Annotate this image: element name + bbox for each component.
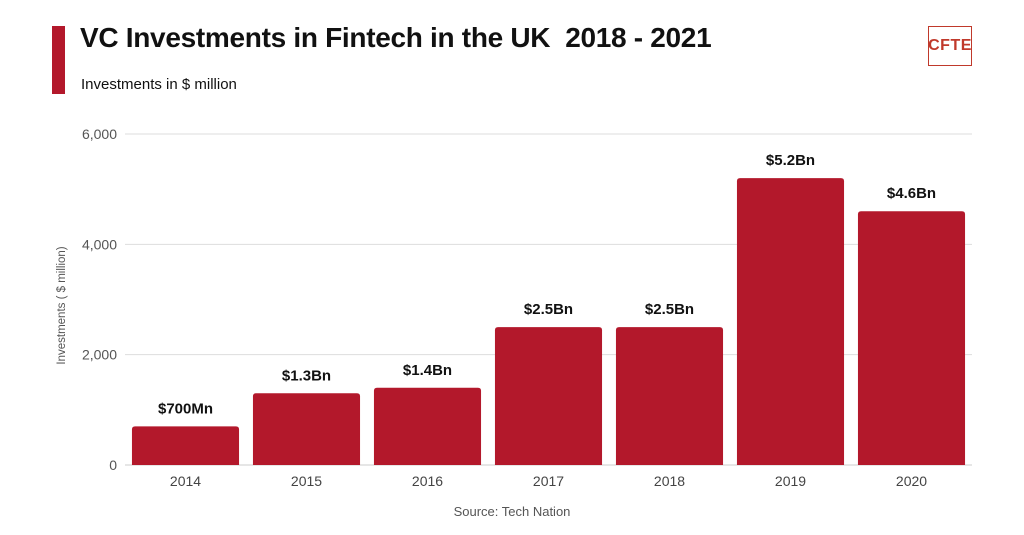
bar: [373, 387, 482, 465]
x-tick-label: 2018: [654, 473, 685, 489]
y-tick-label: 0: [109, 457, 117, 473]
bar: [494, 327, 603, 465]
bar: [252, 393, 361, 465]
data-label: $5.2Bn: [766, 152, 815, 169]
data-label: $4.6Bn: [887, 185, 936, 202]
y-axis-label: Investments ( $ million): [56, 246, 68, 364]
source-note: Source: Tech Nation: [453, 504, 571, 519]
bar: [857, 211, 966, 465]
x-tick-label: 2017: [533, 473, 564, 489]
y-tick-label: 4,000: [82, 236, 117, 252]
title-accent-bar: [52, 26, 65, 94]
bar: [736, 178, 845, 465]
x-tick-label: 2020: [896, 473, 927, 489]
chart-title: VC Investments in Fintech in the UK 2018…: [80, 22, 712, 53]
x-tick-label: 2016: [412, 473, 443, 489]
x-tick-label: 2019: [775, 473, 806, 489]
data-label: $700Mn: [158, 400, 213, 417]
x-tick-label: 2014: [170, 473, 201, 489]
x-tick-label: 2015: [291, 473, 322, 489]
data-label: $1.4Bn: [403, 362, 452, 379]
data-label: $2.5Bn: [524, 301, 573, 318]
y-tick-label: 2,000: [82, 347, 117, 363]
y-tick-label: 6,000: [82, 126, 117, 142]
cfte-logo: CFTE: [928, 26, 972, 66]
data-label: $2.5Bn: [645, 301, 694, 318]
bar: [615, 327, 724, 465]
chart-subtitle: Investments in $ million: [81, 76, 237, 93]
bar: [131, 426, 240, 465]
data-label: $1.3Bn: [282, 367, 331, 384]
